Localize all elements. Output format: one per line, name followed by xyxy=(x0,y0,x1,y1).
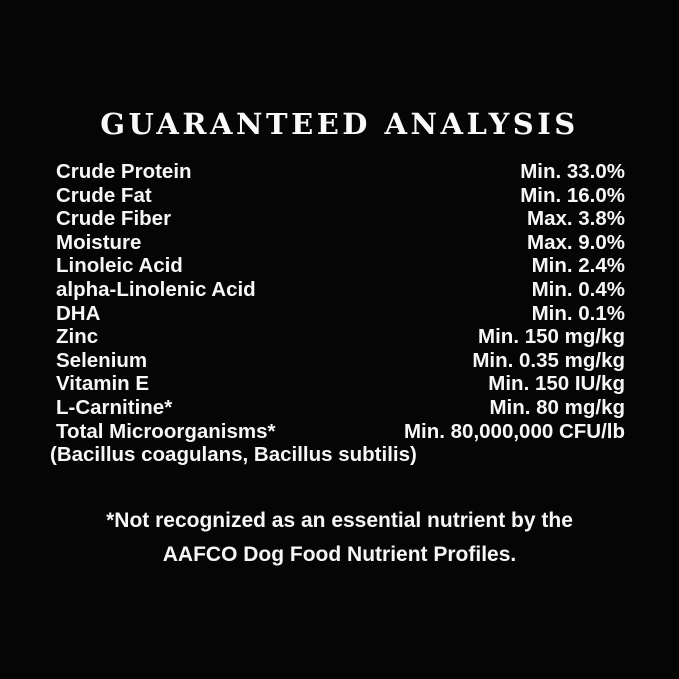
nutrient-name: Crude Fat xyxy=(56,183,152,207)
nutrient-row: Selenium Min. 0.35 mg/kg xyxy=(56,349,625,373)
nutrient-row: Zinc Min. 150 mg/kg xyxy=(56,325,625,349)
nutrient-name: L-Carnitine* xyxy=(56,395,173,419)
nutrient-name: Zinc xyxy=(56,325,99,349)
nutrient-name: Total Microorganisms* xyxy=(56,419,276,443)
page-title: GUARANTEED ANALYSIS xyxy=(100,107,579,141)
nutrient-name: Linoleic Acid xyxy=(56,254,183,278)
aafco-footnote: *Not recognized as an essential nutrient… xyxy=(0,504,679,572)
nutrient-row: Total Microorganisms* Min. 80,000,000 CFU… xyxy=(56,420,625,444)
nutrient-value: Max. 9.0% xyxy=(527,230,625,254)
nutrient-value: Min. 16.0% xyxy=(520,183,625,207)
nutrient-value: Max. 3.8% xyxy=(527,207,625,231)
footnote-line-1: *Not recognized as an essential nutrient… xyxy=(106,508,573,532)
nutrient-row: Crude Protein Min. 33.0% xyxy=(56,160,625,184)
nutrient-row: Moisture Max. 9.0% xyxy=(56,231,625,255)
nutrient-value: Min. 0.4% xyxy=(531,277,625,301)
nutrient-row: Linoleic Acid Min. 2.4% xyxy=(56,254,625,278)
nutrient-value: Min. 80,000,000 CFU/lb xyxy=(403,419,625,443)
nutrient-name: Vitamin E xyxy=(56,372,150,396)
nutrient-value: Min. 2.4% xyxy=(531,254,625,278)
nutrient-value: Min. 150 mg/kg xyxy=(478,325,625,349)
nutrient-name: Crude Protein xyxy=(56,160,192,183)
analysis-table: Crude Protein Min. 33.0% Crude Fat Min. 16.… xyxy=(56,160,625,443)
nutrient-row: DHA Min. 0.1% xyxy=(56,302,625,326)
nutrient-value: Min. 0.1% xyxy=(531,301,625,325)
nutrient-row: Vitamin E Min. 150 IU/kg xyxy=(56,372,625,396)
bacillus-species-note: (Bacillus coagulans, Bacillus subtilis) xyxy=(50,443,417,467)
nutrient-value: Min. 33.0% xyxy=(520,160,625,183)
nutrient-row: alpha-Linolenic Acid Min. 0.4% xyxy=(56,278,625,302)
nutrient-name: alpha-Linolenic Acid xyxy=(56,277,256,301)
nutrient-value: Min. 150 IU/kg xyxy=(488,372,625,396)
nutrient-row: Crude Fiber Max. 3.8% xyxy=(56,207,625,231)
nutrient-row: Crude Fat Min. 16.0% xyxy=(56,184,625,208)
nutrient-name: DHA xyxy=(56,301,101,325)
nutrient-name: Crude Fiber xyxy=(56,207,172,231)
nutrient-value: Min. 0.35 mg/kg xyxy=(472,348,625,372)
nutrient-row: L-Carnitine* Min. 80 mg/kg xyxy=(56,396,625,420)
nutrient-name: Moisture xyxy=(56,230,142,254)
nutrient-name: Selenium xyxy=(56,348,148,372)
nutrient-value: Min. 80 mg/kg xyxy=(489,395,625,419)
footnote-line-2: AAFCO Dog Food Nutrient Profiles. xyxy=(162,542,517,566)
